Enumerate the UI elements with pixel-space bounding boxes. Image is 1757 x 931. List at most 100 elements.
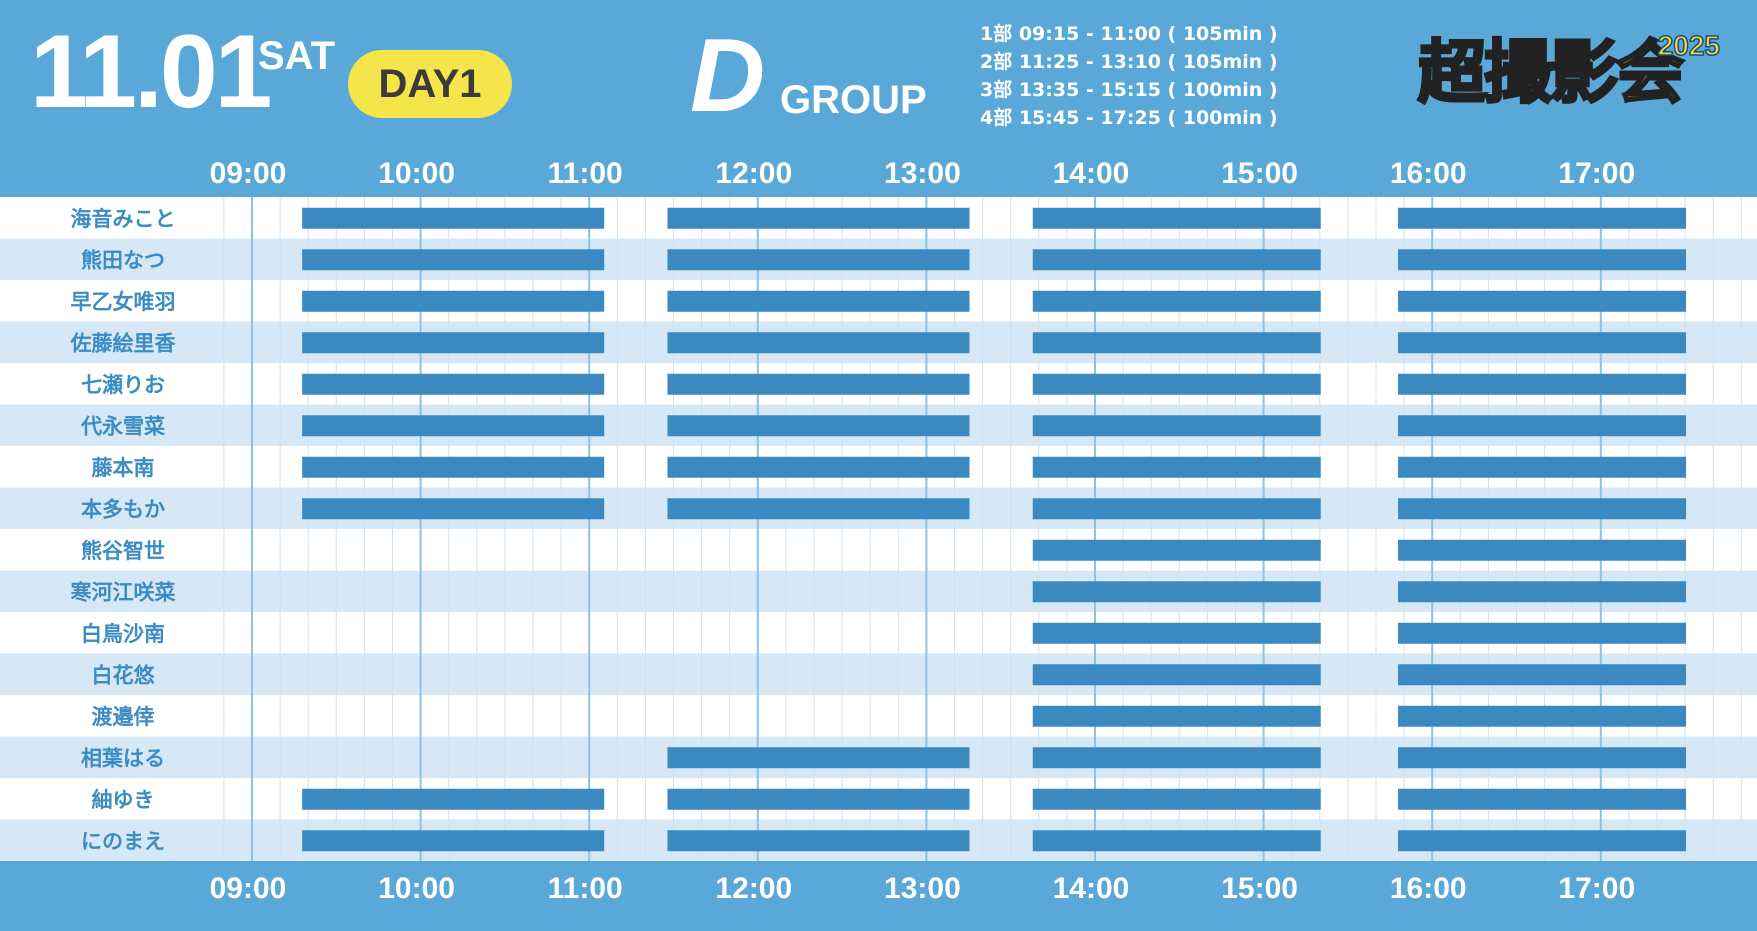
logo-text: 超撮影会: [1416, 34, 1685, 113]
member-name: 海音みこと: [71, 207, 176, 231]
group-letter: D: [690, 18, 766, 134]
session-bar: [302, 456, 605, 478]
x-tick-label-top: 14:00: [1053, 157, 1130, 190]
session-bar: [1398, 456, 1687, 478]
member-name: 紬ゆき: [92, 788, 155, 812]
session-bar: [1398, 332, 1687, 354]
logo-year: 2025: [1657, 29, 1721, 62]
member-name: 熊谷智世: [81, 539, 165, 563]
session-bar: [1398, 788, 1687, 810]
x-tick-label-bottom: 17:00: [1558, 872, 1635, 905]
session-line: 4部 15:45 - 17:25 ( 100min ): [980, 107, 1278, 129]
session-bar: [667, 747, 970, 769]
session-bar: [302, 830, 605, 852]
session-bar: [302, 498, 605, 520]
session-bar: [1032, 622, 1321, 644]
x-tick-label-bottom: 13:00: [884, 872, 961, 905]
x-tick-label-bottom: 16:00: [1390, 872, 1467, 905]
session-bar: [1398, 415, 1687, 437]
session-bar: [667, 456, 970, 478]
session-bar: [1398, 290, 1687, 312]
session-bar: [1032, 581, 1321, 603]
x-tick-label-top: 11:00: [548, 157, 623, 190]
session-bar: [302, 249, 605, 271]
member-name: 白花悠: [92, 663, 156, 687]
session-bar: [667, 249, 970, 271]
session-bar: [302, 207, 605, 229]
session-bar: [1032, 456, 1321, 478]
event-logo: 超撮影会 2025: [1416, 29, 1724, 138]
x-tick-label-bottom: 11:00: [548, 872, 623, 905]
session-bar: [1032, 539, 1321, 561]
session-bar: [1032, 415, 1321, 437]
session-bar: [302, 788, 605, 810]
session-bar: [1398, 373, 1687, 395]
session-bar: [1032, 830, 1321, 852]
member-name: 早乙女唯羽: [71, 290, 176, 314]
x-tick-label-top: 15:00: [1221, 157, 1298, 190]
session-bar: [1398, 498, 1687, 520]
member-name: にのまえ: [81, 829, 165, 853]
day-of-week: SAT: [258, 34, 336, 78]
session-bar: [1398, 664, 1687, 686]
session-line: 2部 11:25 - 13:10 ( 105min ): [980, 51, 1278, 73]
session-bar: [1032, 705, 1321, 727]
member-name: 七瀬りお: [81, 373, 165, 397]
session-bar: [1032, 498, 1321, 520]
x-tick-label-top: 13:00: [884, 157, 961, 190]
member-name: 藤本南: [91, 456, 155, 480]
member-name: 本多もか: [81, 497, 165, 521]
session-bar: [1032, 290, 1321, 312]
session-bar: [1398, 207, 1687, 229]
session-bar: [302, 415, 605, 437]
session-bar: [302, 373, 605, 395]
session-bar: [667, 415, 970, 437]
member-name: 寒河江咲菜: [71, 580, 176, 604]
x-tick-label-top: 16:00: [1390, 157, 1467, 190]
x-tick-label-bottom: 14:00: [1053, 872, 1130, 905]
x-tick-label-bottom: 09:00: [210, 872, 287, 905]
x-tick-label-top: 17:00: [1558, 157, 1635, 190]
session-bar: [667, 373, 970, 395]
session-bar: [1398, 249, 1687, 271]
session-bar: [1398, 581, 1687, 603]
session-bar: [667, 788, 970, 810]
x-tick-label-top: 12:00: [715, 157, 792, 190]
day-badge: DAY1: [348, 50, 512, 118]
session-bar: [302, 290, 605, 312]
session-bar: [1398, 705, 1687, 727]
group-word: GROUP: [780, 78, 927, 122]
session-bar: [1398, 747, 1687, 769]
session-bar: [667, 290, 970, 312]
member-name: 佐藤絵里香: [70, 331, 177, 355]
session-bar: [667, 830, 970, 852]
session-list: 1部 09:15 - 11:00 ( 105min ) 2部 11:25 - 1…: [980, 20, 1278, 132]
session-bar: [1032, 332, 1321, 354]
session-bar: [1032, 373, 1321, 395]
session-bar: [667, 332, 970, 354]
x-tick-label-top: 09:00: [210, 157, 287, 190]
x-tick-label-bottom: 12:00: [715, 872, 792, 905]
session-bar: [667, 207, 970, 229]
member-name: 相葉はる: [81, 746, 165, 770]
event-date: 11.01: [30, 14, 273, 130]
session-bar: [1398, 830, 1687, 852]
session-bar: [302, 332, 605, 354]
session-bar: [1032, 249, 1321, 271]
session-bar: [1398, 539, 1687, 561]
session-line: 3部 13:35 - 15:15 ( 100min ): [980, 79, 1278, 101]
member-name: 代永雪菜: [80, 414, 165, 438]
x-tick-label-bottom: 10:00: [378, 872, 455, 905]
member-name: 渡邉倖: [92, 705, 155, 729]
session-bar: [1032, 207, 1321, 229]
member-name: 白鳥沙南: [81, 622, 165, 646]
session-bar: [1032, 747, 1321, 769]
session-bar: [1032, 788, 1321, 810]
session-bar: [667, 498, 970, 520]
session-line: 1部 09:15 - 11:00 ( 105min ): [980, 23, 1278, 45]
x-tick-label-bottom: 15:00: [1221, 872, 1298, 905]
member-name: 熊田なつ: [81, 248, 165, 272]
session-bar: [1032, 664, 1321, 686]
session-bar: [1398, 622, 1687, 644]
